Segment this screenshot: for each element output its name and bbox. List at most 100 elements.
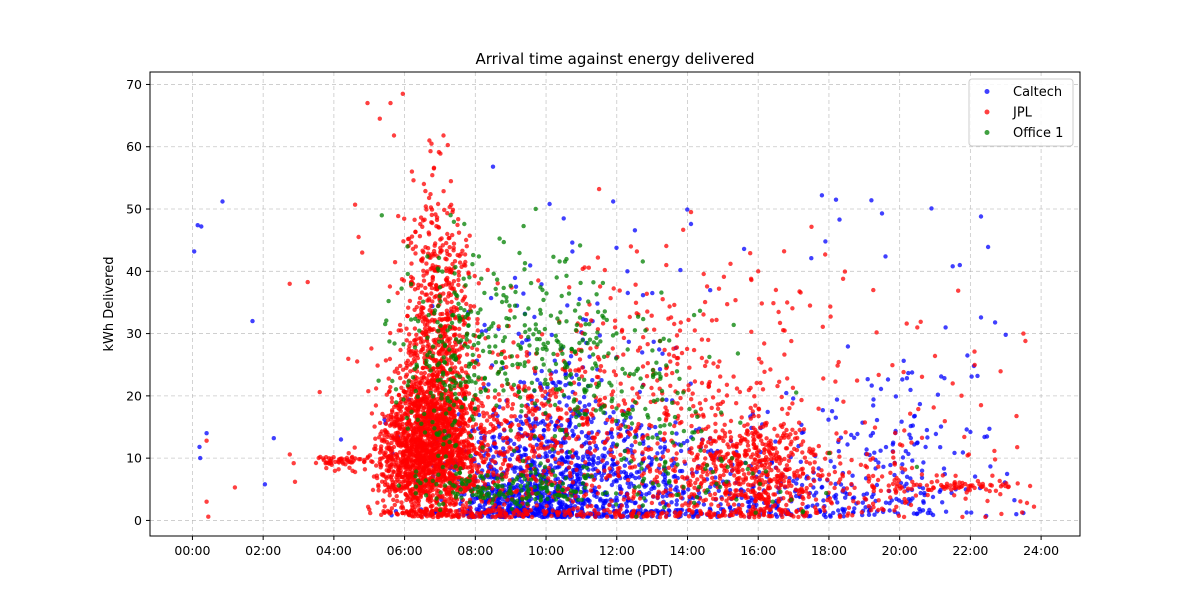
data-point	[512, 414, 517, 419]
data-point	[410, 246, 416, 252]
data-point	[584, 312, 589, 317]
data-point	[548, 376, 554, 382]
data-point	[397, 425, 403, 430]
data-point	[393, 431, 398, 436]
data-point	[394, 494, 399, 499]
data-point	[376, 488, 381, 493]
data-point	[541, 427, 547, 433]
data-point	[466, 449, 472, 455]
data-point	[833, 415, 838, 420]
data-point	[398, 363, 403, 369]
data-point	[552, 465, 558, 470]
data-point	[908, 435, 913, 441]
data-point	[589, 419, 594, 425]
data-point	[483, 456, 489, 462]
data-point	[439, 351, 445, 356]
data-point	[398, 347, 403, 353]
data-point	[698, 406, 704, 412]
data-point	[482, 322, 487, 328]
data-point	[907, 432, 912, 437]
data-point	[434, 215, 440, 220]
data-point	[588, 488, 594, 493]
data-point	[383, 358, 389, 363]
data-point	[604, 498, 609, 503]
data-point	[482, 438, 487, 443]
data-point	[481, 381, 486, 387]
data-point	[666, 465, 671, 470]
data-point	[878, 448, 883, 453]
data-point	[389, 446, 394, 451]
data-point	[820, 408, 825, 413]
data-point	[516, 384, 521, 389]
data-point	[611, 410, 616, 415]
data-point	[392, 502, 397, 508]
data-point	[408, 369, 413, 374]
data-point	[432, 243, 437, 248]
data-point	[399, 500, 404, 505]
data-point	[401, 239, 406, 244]
data-point	[532, 314, 537, 320]
data-point	[570, 454, 575, 459]
data-point	[473, 463, 478, 468]
data-point	[501, 406, 506, 411]
data-point	[925, 435, 930, 440]
data-point	[448, 292, 454, 298]
data-point	[599, 477, 604, 483]
data-point	[607, 466, 612, 471]
data-point	[538, 381, 543, 386]
data-point	[645, 309, 650, 314]
data-point	[809, 256, 814, 261]
data-point	[554, 419, 560, 425]
data-point	[481, 410, 486, 415]
data-point	[428, 504, 434, 509]
data-point	[415, 355, 420, 361]
data-point	[430, 173, 435, 178]
data-point	[399, 385, 404, 390]
data-point	[657, 470, 663, 475]
data-point	[396, 213, 401, 219]
data-point	[878, 386, 884, 392]
data-point	[444, 240, 449, 246]
data-point	[978, 315, 984, 320]
data-point	[393, 411, 399, 417]
data-point	[605, 507, 610, 512]
data-point	[475, 317, 480, 322]
data-point	[404, 493, 409, 498]
data-point	[543, 389, 548, 394]
data-point	[502, 418, 507, 423]
data-point	[645, 342, 650, 347]
data-point	[518, 414, 523, 419]
data-point	[456, 273, 462, 278]
data-point	[558, 380, 563, 385]
data-point	[819, 193, 825, 198]
data-point	[591, 439, 597, 445]
data-point	[367, 507, 372, 512]
data-point	[924, 427, 930, 433]
data-point	[969, 510, 974, 515]
data-point	[493, 411, 499, 416]
data-point	[580, 422, 585, 427]
data-point	[401, 486, 407, 491]
data-point	[864, 447, 869, 452]
data-point	[585, 504, 590, 509]
data-point	[571, 411, 576, 416]
data-point	[451, 502, 457, 508]
data-point	[553, 383, 558, 388]
data-point	[668, 487, 673, 492]
data-point	[565, 303, 570, 308]
data-point	[426, 232, 432, 237]
data-point	[404, 509, 409, 514]
data-point	[447, 476, 452, 482]
data-point	[516, 454, 521, 460]
data-point	[616, 473, 621, 478]
data-point	[632, 228, 638, 233]
data-point	[577, 476, 583, 481]
data-point	[602, 395, 608, 401]
data-point	[752, 394, 757, 399]
data-point	[514, 417, 519, 423]
data-point	[917, 401, 923, 407]
data-point	[675, 361, 680, 367]
data-point	[568, 354, 574, 359]
data-point	[655, 451, 660, 456]
data-point	[439, 365, 444, 370]
